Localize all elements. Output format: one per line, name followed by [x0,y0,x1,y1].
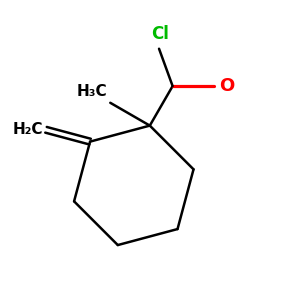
Text: O: O [219,77,234,95]
Text: Cl: Cl [152,26,169,44]
Text: H₃C: H₃C [76,84,107,99]
Text: H₂C: H₂C [13,122,43,137]
